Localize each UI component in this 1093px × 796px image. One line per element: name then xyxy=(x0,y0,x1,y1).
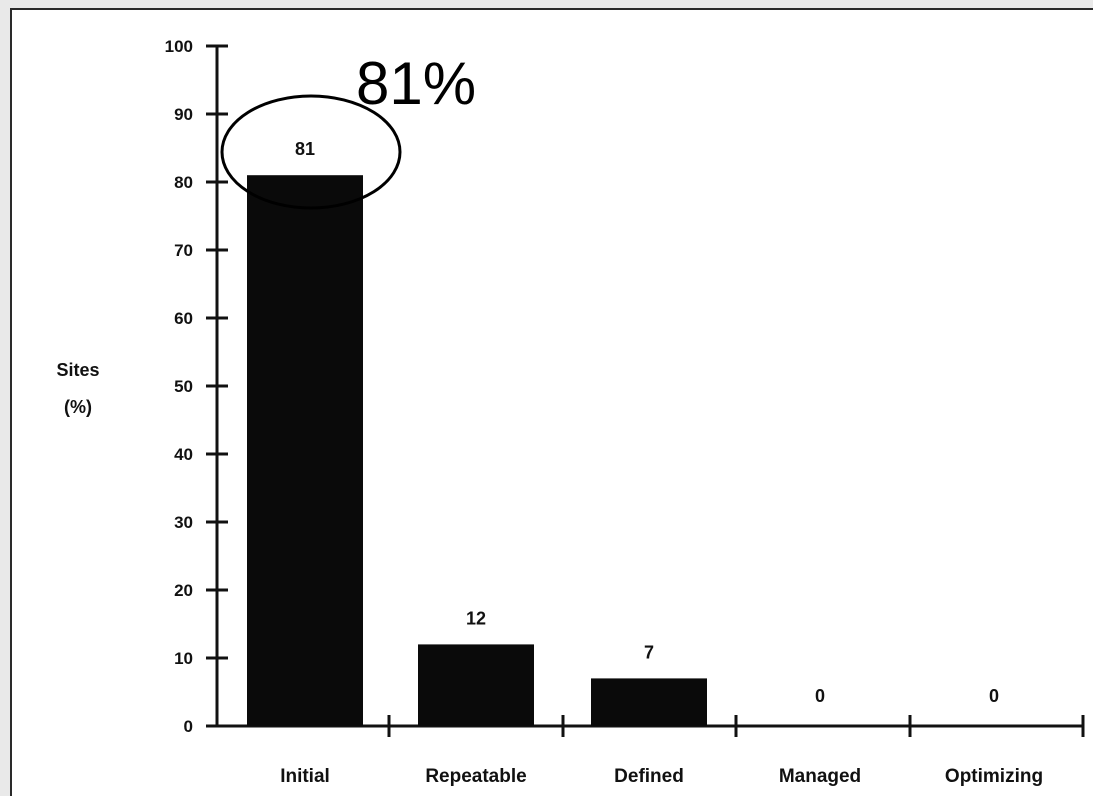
data-label-managed: 0 xyxy=(815,686,825,706)
y-tick-label-70: 70 xyxy=(174,241,193,260)
callout-ellipse xyxy=(220,94,402,210)
data-label-initial: 81 xyxy=(295,139,315,159)
callout-text: 81% xyxy=(356,50,476,117)
y-tick-label-60: 60 xyxy=(174,309,193,328)
data-labels: 81 12 7 0 0 xyxy=(295,139,999,706)
category-label-optimizing: Optimizing xyxy=(945,766,1043,787)
figure-frame xyxy=(10,8,1093,796)
y-tick-label-80: 80 xyxy=(174,173,193,192)
bar-defined xyxy=(591,678,707,726)
category-label-repeatable: Repeatable xyxy=(425,766,526,787)
category-labels: Initial Repeatable Defined Managed Optimizin… xyxy=(280,766,1043,787)
category-label-defined: Defined xyxy=(614,766,684,787)
y-tick-label-90: 90 xyxy=(174,105,193,124)
data-label-optimizing: 0 xyxy=(989,686,999,706)
bar-initial xyxy=(247,175,363,726)
category-label-managed: Managed xyxy=(779,766,861,787)
bars xyxy=(247,175,707,726)
y-axis-label-line2: (%) xyxy=(64,397,92,417)
y-tick-label-0: 0 xyxy=(184,717,193,736)
y-tick-label-40: 40 xyxy=(174,445,193,464)
y-axis: 0 10 20 30 40 50 60 70 80 90 100 xyxy=(165,37,228,736)
y-tick-label-10: 10 xyxy=(174,649,193,668)
data-label-repeatable: 12 xyxy=(466,608,486,628)
y-tick-label-50: 50 xyxy=(174,377,193,396)
y-tick-label-20: 20 xyxy=(174,581,193,600)
data-label-defined: 7 xyxy=(644,642,654,662)
y-tick-label-30: 30 xyxy=(174,513,193,532)
category-label-initial: Initial xyxy=(280,766,330,787)
bar-repeatable xyxy=(418,644,534,726)
y-tick-label-100: 100 xyxy=(165,37,193,56)
y-axis-label-line1: Sites xyxy=(56,360,99,380)
